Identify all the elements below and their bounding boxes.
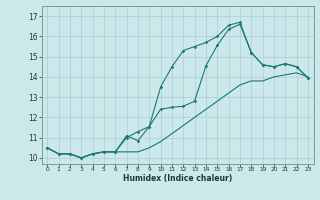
X-axis label: Humidex (Indice chaleur): Humidex (Indice chaleur) (123, 174, 232, 183)
